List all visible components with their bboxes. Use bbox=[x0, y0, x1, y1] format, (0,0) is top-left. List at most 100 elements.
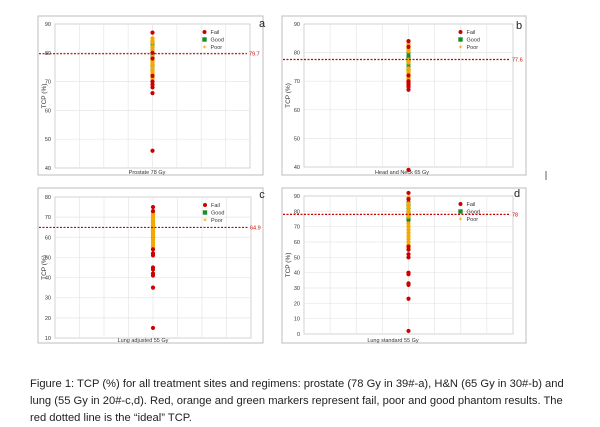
marker-poor bbox=[406, 204, 411, 209]
marker-fail bbox=[406, 73, 411, 78]
y-tick-label: 40 bbox=[294, 165, 300, 171]
y-tick-label: 50 bbox=[45, 255, 51, 261]
chart-panel-c: 10 20 30 40 50 60 70 80 TCP (%) Lung adjusted 55 … bbox=[37, 187, 265, 344]
marker-fail bbox=[150, 253, 156, 258]
legend-label: Poor bbox=[467, 217, 479, 223]
marker-poor bbox=[150, 44, 155, 50]
legend-label: Good bbox=[467, 38, 480, 44]
y-tick-label: 40 bbox=[294, 271, 300, 277]
y-tick-label: 70 bbox=[294, 79, 300, 85]
y-tick-label: 20 bbox=[294, 301, 300, 307]
panel-letter: a bbox=[259, 18, 266, 30]
y-tick-label: 0 bbox=[297, 332, 300, 338]
y-tick-label: 90 bbox=[294, 22, 300, 28]
marker-fail bbox=[150, 285, 156, 290]
marker-poor bbox=[406, 227, 411, 232]
legend-label: Good bbox=[211, 211, 224, 217]
ideal-tcp-label: 78 bbox=[512, 212, 518, 218]
marker-fail bbox=[150, 56, 155, 61]
y-tick-label: 80 bbox=[294, 209, 300, 215]
legend-label: Fail bbox=[467, 30, 476, 36]
legend-swatch: ✶ bbox=[202, 44, 207, 51]
marker-poor bbox=[406, 233, 411, 238]
marker-fail bbox=[150, 148, 155, 153]
y-tick-label: 70 bbox=[45, 215, 51, 221]
y-tick-label: 10 bbox=[45, 336, 51, 342]
marker-fail bbox=[150, 91, 155, 96]
ideal-tcp-label: 79.7 bbox=[249, 52, 260, 58]
panel-letter: b bbox=[516, 20, 522, 32]
legend-swatch bbox=[203, 203, 207, 207]
marker-poor bbox=[150, 53, 155, 58]
marker-fail bbox=[150, 204, 156, 210]
marker-fail bbox=[406, 196, 411, 202]
y-axis-label: TCP (%) bbox=[41, 84, 48, 109]
marker-fail bbox=[150, 209, 156, 214]
y-tick-label: 50 bbox=[294, 255, 300, 261]
marker-poor bbox=[406, 239, 411, 245]
marker-fail bbox=[406, 39, 411, 44]
legend-swatch: ✶ bbox=[202, 217, 207, 224]
legend-swatch bbox=[458, 202, 463, 206]
y-tick-label: 50 bbox=[45, 137, 51, 143]
legend-label: Fail bbox=[211, 30, 220, 36]
panel-letter: c bbox=[259, 189, 265, 201]
ideal-tcp-label: 64.9 bbox=[250, 225, 261, 231]
legend-label: Poor bbox=[467, 45, 479, 51]
y-axis-label: TCP (%) bbox=[285, 253, 292, 278]
marker-poor bbox=[150, 40, 155, 45]
legend-swatch bbox=[458, 37, 463, 42]
marker-fail bbox=[150, 267, 156, 272]
marker-poor bbox=[406, 60, 411, 65]
marker-poor bbox=[406, 221, 411, 226]
marker-good bbox=[406, 218, 411, 223]
legend-swatch bbox=[202, 210, 208, 215]
y-tick-label: 20 bbox=[45, 316, 51, 322]
legend-label: Poor bbox=[211, 45, 223, 51]
chart-panel-d: 0 10 20 30 40 50 60 70 80 90 TCP (%) Lung standard … bbox=[281, 187, 527, 344]
x-axis-label: Lung adjusted 55 Gy bbox=[118, 338, 169, 344]
y-tick-label: 40 bbox=[45, 276, 51, 282]
x-axis-label: Head and Neck 65 Gy bbox=[375, 170, 429, 176]
panel-letter: d bbox=[514, 188, 520, 200]
marker-poor bbox=[150, 65, 155, 70]
y-tick-label: 80 bbox=[294, 51, 300, 57]
x-axis-label: Prostate 78 Gy bbox=[129, 170, 166, 176]
marker-fail bbox=[406, 87, 411, 92]
marker-poor bbox=[406, 236, 411, 242]
legend-swatch bbox=[202, 30, 207, 34]
marker-fail bbox=[406, 247, 411, 252]
marker-fail bbox=[406, 272, 411, 277]
legend-label: Fail bbox=[211, 203, 220, 209]
marker-fail bbox=[150, 30, 155, 35]
chart-panel-b: 40 50 60 70 80 90 TCP (%) Head and Neck 65 Gy b 7… bbox=[281, 15, 527, 176]
marker-poor bbox=[150, 47, 155, 53]
y-tick-label: 60 bbox=[45, 108, 51, 114]
marker-poor bbox=[406, 230, 411, 235]
marker-poor bbox=[406, 210, 411, 215]
marker-fail bbox=[150, 325, 156, 331]
marker-fail bbox=[406, 296, 411, 301]
legend-label: Good bbox=[211, 38, 224, 44]
x-axis-label: Lung standard 55 Gy bbox=[367, 338, 419, 344]
legend-swatch: ✶ bbox=[458, 216, 463, 223]
y-tick-label: 50 bbox=[294, 136, 300, 142]
marker-fail bbox=[406, 190, 411, 196]
legend-label: Poor bbox=[211, 218, 223, 224]
y-tick-label: 40 bbox=[45, 166, 51, 172]
marker-fail bbox=[150, 247, 156, 252]
figure-caption: Figure 1: TCP (%) for all treatment site… bbox=[30, 378, 564, 424]
y-tick-label: 60 bbox=[294, 108, 300, 114]
y-tick-label: 70 bbox=[45, 80, 51, 86]
marker-poor bbox=[150, 76, 155, 81]
legend-swatch bbox=[458, 30, 463, 34]
marker-fail bbox=[406, 44, 411, 49]
marker-fail bbox=[150, 82, 155, 87]
legend-swatch: ✶ bbox=[458, 44, 463, 51]
y-tick-label: 70 bbox=[294, 225, 300, 231]
y-tick-label: 60 bbox=[45, 235, 51, 241]
marker-poor bbox=[406, 214, 411, 219]
marker-fail bbox=[150, 85, 155, 90]
ideal-tcp-label: 77.6 bbox=[512, 57, 523, 63]
